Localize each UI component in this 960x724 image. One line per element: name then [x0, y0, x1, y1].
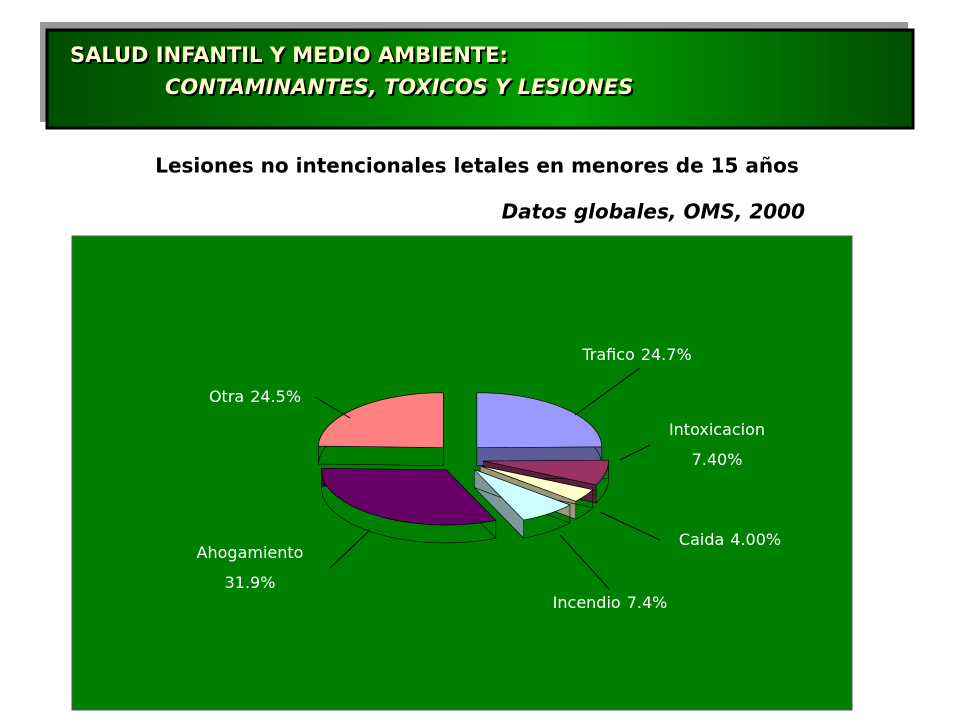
- leader-line: [574, 367, 641, 416]
- data-label: Caida 4.00%: [679, 530, 781, 549]
- leader-line: [329, 529, 371, 569]
- category-label: Caida: [679, 530, 724, 549]
- value-label: 7.4%: [627, 593, 668, 612]
- category-label: Incendio: [553, 593, 621, 612]
- data-label: Trafico 24.7%: [581, 345, 691, 364]
- data-label: Ahogamiento 31.9%: [197, 543, 304, 592]
- header-line: SALUD INFANTIL Y MEDIO AMBIENTE:: [70, 43, 508, 67]
- pie-slice: [318, 392, 444, 448]
- value-label: 24.5%: [250, 387, 301, 406]
- data-label: Otra 24.5%: [209, 387, 301, 406]
- header-box: [45, 28, 915, 130]
- pie-slice: [480, 465, 594, 502]
- leader-line: [599, 511, 661, 541]
- value-label: 31.9%: [225, 573, 276, 592]
- chart-title: Lesiones no intencionales letales en men…: [155, 154, 799, 178]
- category-label: Trafico: [581, 345, 634, 364]
- leader-line: [559, 534, 611, 591]
- category-label: Otra: [209, 387, 244, 406]
- category-label: Ahogamiento: [197, 543, 304, 562]
- value-label: 7.40%: [692, 450, 743, 469]
- pie-slice: [476, 392, 603, 449]
- pie-slice: [474, 469, 571, 521]
- value-label: 4.00%: [730, 530, 781, 549]
- pie-slice: [321, 467, 497, 526]
- value-label: 24.7%: [641, 345, 692, 364]
- pie-slice: [483, 459, 609, 486]
- header-line: CONTAMINANTES, TOXICOS Y LESIONES: [165, 75, 633, 99]
- leader-line: [619, 444, 651, 461]
- leader-line: [314, 396, 351, 419]
- category-label: Intoxicacion: [669, 420, 765, 439]
- chart-area: [71, 235, 853, 711]
- chart-subtitle: Datos globales, OMS, 2000: [502, 200, 805, 224]
- data-label: Incendio 7.4%: [553, 593, 668, 612]
- data-label: Intoxicacion 7.40%: [669, 420, 765, 469]
